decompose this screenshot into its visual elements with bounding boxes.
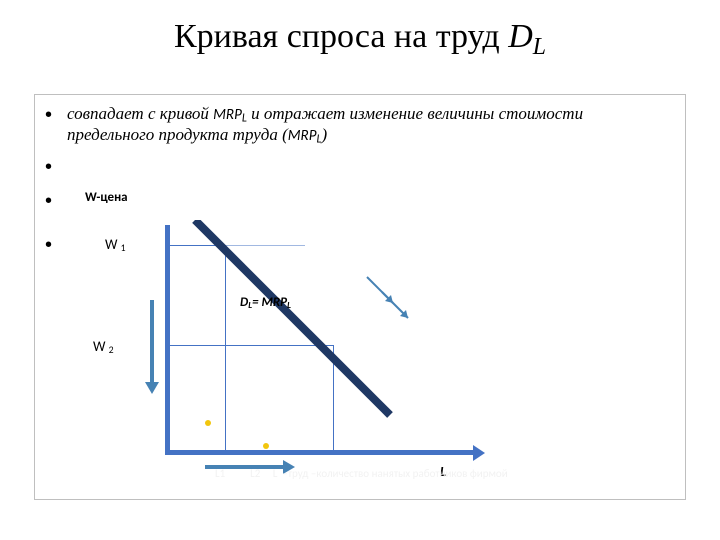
bullet-dot-3: • [45, 191, 52, 211]
bullet-1c: предельного продукта труда ( [67, 125, 288, 144]
bullet-1-line-1: совпадает с кривой MRPL и отражает измен… [67, 104, 667, 125]
title-sub: L [533, 34, 546, 60]
bullet-1b: и отражает изменение величины стоимости [247, 104, 583, 123]
content-box: • совпадает с кривой MRPL и отражает изм… [34, 94, 686, 500]
bullet-1-mrpl-2: MRP [288, 127, 317, 145]
faint-text: L1 L2 L –труд –количество нанятых работн… [215, 467, 508, 480]
dot-1 [205, 420, 211, 426]
w-price-label: W-цена [85, 190, 128, 205]
dl-mrpl-label: DL= MRPL [240, 295, 291, 311]
chart-area: DL= MRPL L L1 L2 L –труд –количество нан… [85, 225, 505, 495]
bullet-1-line-2: предельного продукта труда (MRPL) [67, 125, 667, 146]
slide-arrow-2 [380, 290, 420, 335]
dl-b: = MRP [252, 295, 287, 310]
dot-2 [263, 443, 269, 449]
y-axis [165, 225, 170, 455]
title-main: Кривая спроса на труд [174, 18, 508, 55]
title-symbol: D [508, 18, 533, 55]
bullet-dot-2: • [45, 157, 52, 177]
slide-title: Кривая спроса на труд DL [0, 0, 720, 61]
bullet-dot: • [45, 105, 52, 125]
dl-a: D [240, 295, 248, 310]
down-arrow [145, 300, 159, 395]
bullet-1-mrpl: MRP [213, 106, 242, 124]
bullet-1a: совпадает с кривой [67, 104, 213, 123]
dl-sub2: L [287, 300, 291, 311]
bullet-dot-4: • [45, 235, 52, 255]
demand-curve [175, 220, 435, 460]
bullet-1d: ) [321, 125, 327, 144]
